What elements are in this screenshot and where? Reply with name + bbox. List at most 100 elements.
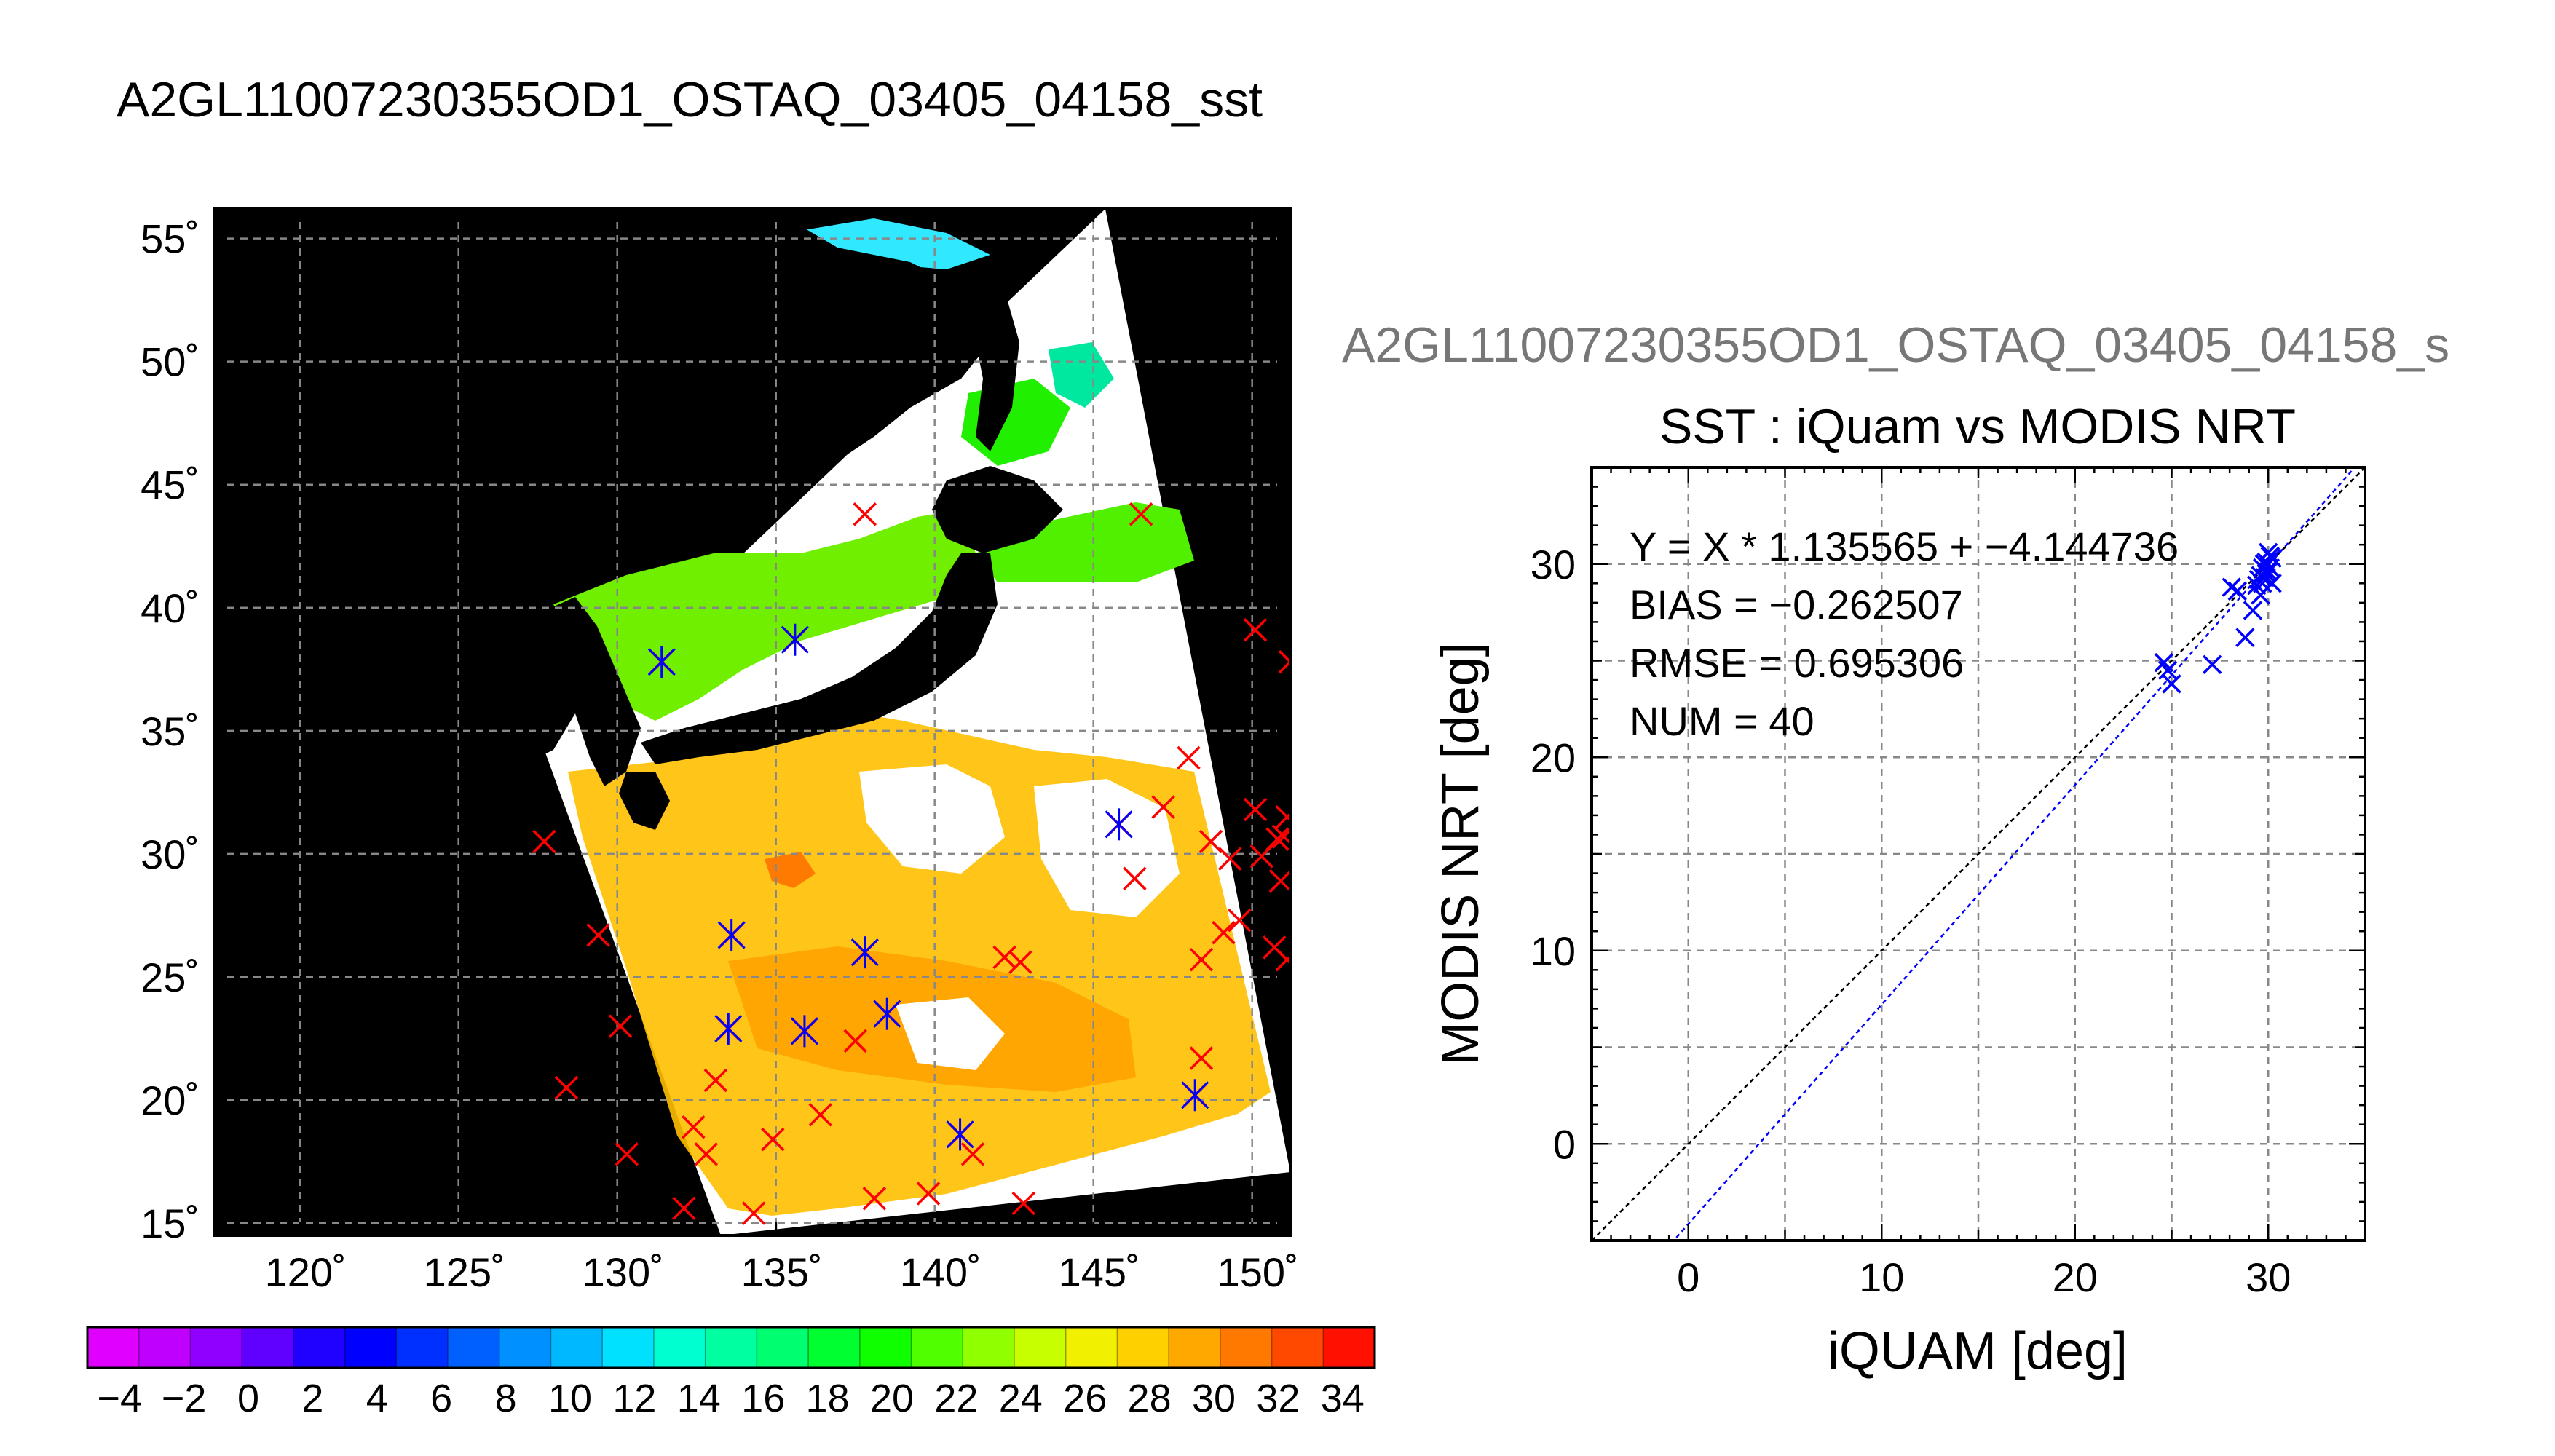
map-markers: [532, 502, 1290, 1225]
matchup-marker: [790, 1015, 818, 1048]
lat-tick-label: 55˚: [141, 216, 200, 262]
map-frame: [213, 207, 1292, 1237]
insitu-marker: [1177, 745, 1201, 770]
map-grid: [214, 209, 1290, 1235]
scatter-points: [2154, 542, 2282, 694]
colorbar-frame: [86, 1326, 1376, 1369]
insitu-marker: [1189, 948, 1214, 972]
colorbar: −4 −2 0 2 4 6 8 10 12 14 16 18 20 22 24 26 28 30 32 34: [86, 1326, 1376, 1420]
lon-tick-label: 140˚: [900, 1249, 982, 1295]
colorbar-tick-label: 32: [1256, 1377, 1300, 1420]
colorbar-segment: [1117, 1327, 1170, 1368]
cloud-patch: [859, 764, 1005, 874]
insitu-marker: [1011, 1191, 1036, 1216]
colorbar-tick-label: 22: [934, 1377, 978, 1420]
scatter-y-tick-label: 0: [1553, 1121, 1576, 1167]
insitu-marker: [615, 1142, 639, 1166]
stats-equation: Y = X * 1.135565 + −4.144736: [1630, 523, 2179, 569]
lat-tick-label: 50˚: [141, 339, 200, 385]
matchup-marker: [647, 646, 676, 678]
colorbar-tick-label: 18: [806, 1377, 850, 1420]
colorbar-tick-label: 8: [495, 1377, 517, 1420]
sst-region-hot-spot: [765, 852, 816, 888]
colorbar-segment: [448, 1327, 500, 1368]
lon-tick-label: 130˚: [583, 1249, 664, 1295]
scatter-point: [2262, 548, 2282, 569]
insitu-marker: [1228, 908, 1252, 933]
scatter-title: SST : iQuam vs MODIS NRT: [1659, 399, 2296, 454]
lat-tick-label: 40˚: [141, 585, 200, 631]
scatter-xlabel: iQUAM [deg]: [1828, 1322, 2128, 1380]
insitu-marker: [682, 1115, 706, 1139]
colorbar-tick-label: 10: [548, 1377, 592, 1420]
matchup-marker: [714, 1012, 743, 1045]
land-honshu: [641, 553, 998, 764]
stats-num: NUM = 40: [1630, 698, 1814, 744]
colorbar-tick-label: 6: [430, 1377, 452, 1420]
lon-tick-label: 150˚: [1217, 1249, 1299, 1295]
land-kyushu: [619, 772, 670, 830]
insitu-marker: [1129, 502, 1153, 526]
insitu-marker: [608, 1014, 633, 1038]
colorbar-segment: [757, 1327, 810, 1368]
colorbar-tick-label: −2: [162, 1377, 207, 1420]
insitu-marker: [1275, 804, 1290, 829]
colorbar-segment: [190, 1327, 243, 1368]
colorbar-segment: [1323, 1327, 1375, 1368]
scatter-point: [2157, 660, 2178, 681]
matchup-marker: [717, 919, 746, 951]
insitu-marker: [703, 1068, 728, 1093]
colorbar-segment: [963, 1327, 1015, 1368]
scatter-point: [2259, 542, 2278, 563]
colorbar-tick-label: 34: [1321, 1377, 1365, 1420]
scatter-x-tick-label: 10: [1859, 1254, 1904, 1300]
map-panel: 120˚ 125˚ 130˚ 135˚ 140˚ 145˚ 150˚ 15˚ 20˚ 25˚ 30˚…: [141, 207, 1299, 1295]
colorbar-segment: [859, 1327, 912, 1368]
insitu-marker: [694, 1142, 719, 1166]
colorbar-segment: [1220, 1327, 1273, 1368]
main-title: A2GL11007230355OD1_OSTAQ_03405_04158_sst: [117, 72, 1263, 127]
colorbar-tick-label: 30: [1192, 1377, 1236, 1420]
scatter-x-tick-label: 20: [2053, 1254, 2098, 1300]
colorbar-segment: [138, 1327, 191, 1368]
colorbar-segment: [1169, 1327, 1221, 1368]
colorbar-tick-label: −4: [97, 1377, 142, 1420]
colorbar-tick-label: 26: [1063, 1377, 1107, 1420]
insitu-marker: [1217, 847, 1242, 871]
insitu-marker: [1151, 795, 1175, 819]
scatter-grid: [1592, 467, 2365, 1241]
sst-region-cold: [786, 218, 990, 269]
scatter-point: [2235, 628, 2255, 647]
insitu-marker: [1189, 1046, 1214, 1070]
scatter-point: [2251, 566, 2270, 585]
colorbar-segment: [705, 1327, 758, 1368]
colorbar-segment: [911, 1327, 964, 1368]
insitu-marker: [1123, 866, 1147, 890]
insitu-marker: [1272, 824, 1290, 849]
colorbar-segment: [808, 1327, 861, 1368]
lat-tick-label: 20˚: [141, 1077, 200, 1123]
insitu-marker: [761, 1127, 785, 1152]
colorbar-segment: [87, 1327, 140, 1368]
colorbar-tick-label: 4: [366, 1377, 388, 1420]
colorbar-segment: [550, 1327, 604, 1368]
scatter-point: [2227, 581, 2248, 601]
sst-region-cool: [976, 502, 1194, 582]
scatter-header: A2GL11007230355OD1_OSTAQ_03405_04158_s: [1342, 317, 2449, 373]
cloud-patch: [896, 997, 1005, 1070]
land-asia: [214, 209, 990, 772]
colorbar-tick-label: 0: [237, 1377, 259, 1420]
insitu-marker: [1275, 948, 1290, 972]
insitu-marker: [741, 1201, 766, 1225]
insitu-marker: [853, 502, 877, 526]
sst-region-cold: [1049, 342, 1114, 408]
colorbar-segment: [293, 1327, 346, 1368]
colorbar-segment: [242, 1327, 294, 1368]
insitu-marker: [1008, 950, 1032, 974]
colorbar-tick-label: 14: [677, 1377, 721, 1420]
lat-tick-label: 35˚: [141, 708, 200, 754]
insitu-marker: [1278, 649, 1290, 674]
scatter-point: [2247, 575, 2267, 596]
scatter-y-tick-label: 20: [1531, 735, 1576, 780]
